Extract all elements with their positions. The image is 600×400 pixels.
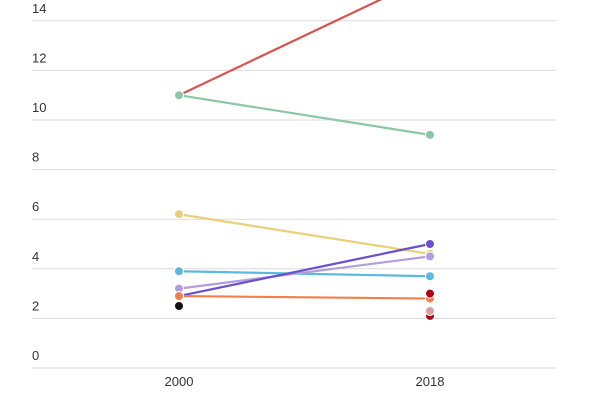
y-tick-label: 4 xyxy=(32,249,39,264)
series-lines xyxy=(177,0,432,300)
gridlines xyxy=(32,20,556,369)
data-point xyxy=(174,301,184,311)
x-tick-label: 2000 xyxy=(165,374,194,389)
data-point xyxy=(174,90,184,101)
y-tick-label: 6 xyxy=(32,199,39,214)
series-line-5 xyxy=(177,242,432,298)
y-tick-label: 0 xyxy=(32,348,39,363)
y-tick-label: 12 xyxy=(32,50,46,65)
series-line-0 xyxy=(177,0,383,97)
data-point xyxy=(425,271,435,282)
series-line-4 xyxy=(177,255,432,290)
series-line-3 xyxy=(177,270,432,278)
series-line-1 xyxy=(177,94,432,136)
x-tick-label: 2018 xyxy=(416,374,445,389)
data-point xyxy=(425,251,435,262)
data-point xyxy=(425,239,435,249)
y-axis: 0 2 4 6 8 10 12 14 xyxy=(32,1,46,363)
data-point xyxy=(425,288,435,299)
series-line-2 xyxy=(177,213,432,256)
y-tick-label: 8 xyxy=(32,150,39,165)
y-tick-label: 2 xyxy=(32,298,39,313)
y-tick-label: 14 xyxy=(32,1,46,16)
data-point xyxy=(425,305,435,316)
data-point xyxy=(174,209,184,220)
data-point xyxy=(425,129,435,140)
series-points xyxy=(174,90,435,321)
series-line-6 xyxy=(177,294,432,300)
x-axis: 2000 2018 xyxy=(165,374,445,389)
y-tick-label: 10 xyxy=(32,100,46,115)
data-point xyxy=(174,291,184,302)
data-point xyxy=(174,266,184,277)
